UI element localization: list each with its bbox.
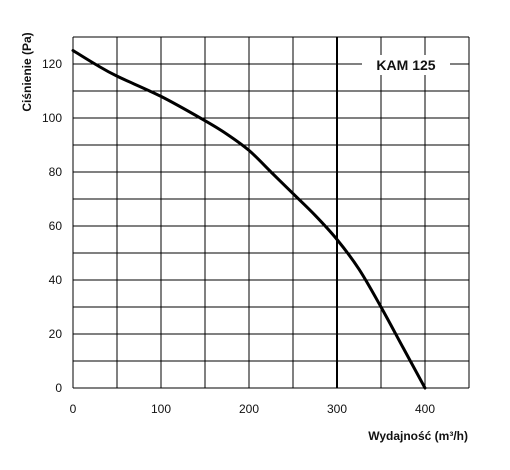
x-tick-label: 200 [239, 402, 259, 416]
y-tick-label: 120 [42, 57, 62, 71]
y-axis-label: Ciśnienie (Pa) [20, 32, 34, 111]
x-tick-labels: 0 100 200 300 400 [70, 402, 436, 416]
y-tick-labels: 0 20 40 60 80 100 120 [42, 57, 62, 395]
series-line [71, 49, 427, 390]
y-tick-label: 80 [49, 165, 63, 179]
y-tick-label: 20 [49, 327, 63, 341]
grid [72, 36, 470, 389]
x-tick-label: 0 [70, 402, 77, 416]
y-tick-label: 100 [42, 111, 62, 125]
y-tick-label: 0 [55, 381, 62, 395]
y-tick-label: 60 [49, 219, 63, 233]
y-tick-label: 40 [49, 273, 63, 287]
series-label-background [362, 55, 450, 75]
x-tick-label: 400 [415, 402, 435, 416]
series-label: KAM 125 [376, 57, 435, 73]
x-axis-label: Wydajność (m³/h) [368, 429, 468, 443]
x-tick-label: 300 [327, 402, 347, 416]
series-group [71, 49, 427, 390]
series-label-group: KAM 125 [362, 55, 450, 75]
x-tick-label: 100 [151, 402, 171, 416]
